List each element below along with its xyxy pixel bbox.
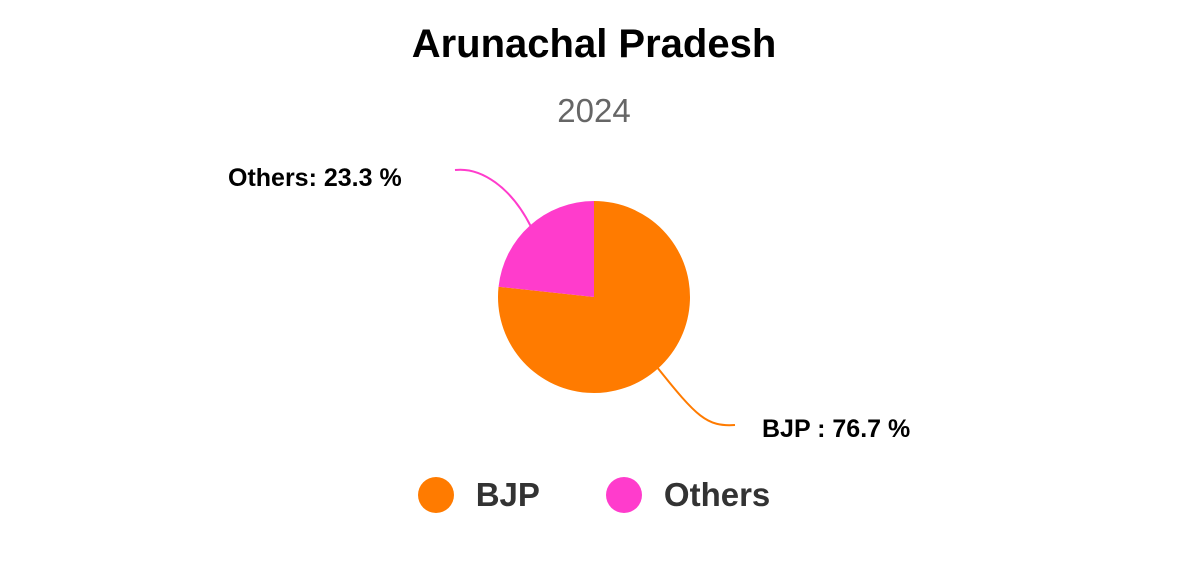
data-label-others: Others: 23.3 %: [228, 164, 402, 192]
legend: BJP Others: [0, 476, 1188, 514]
chart-subtitle: 2024: [557, 92, 631, 129]
legend-item-others[interactable]: Others: [605, 476, 771, 514]
legend-item-bjp[interactable]: BJP: [417, 476, 540, 514]
data-label-bjp: BJP : 76.7 %: [762, 415, 910, 443]
legend-marker-others: [605, 477, 642, 513]
legend-label-bjp: BJP: [475, 476, 540, 513]
pie-slices: [498, 201, 690, 393]
connector-others: [454, 168, 533, 228]
legend-label-others: Others: [663, 476, 771, 513]
chart-title: Arunachal Pradesh: [411, 22, 777, 66]
label-connectors: [454, 168, 736, 427]
connector-bjp: [656, 366, 736, 427]
pie-slice-others[interactable]: [498, 201, 594, 297]
legend-marker-bjp: [417, 477, 454, 513]
